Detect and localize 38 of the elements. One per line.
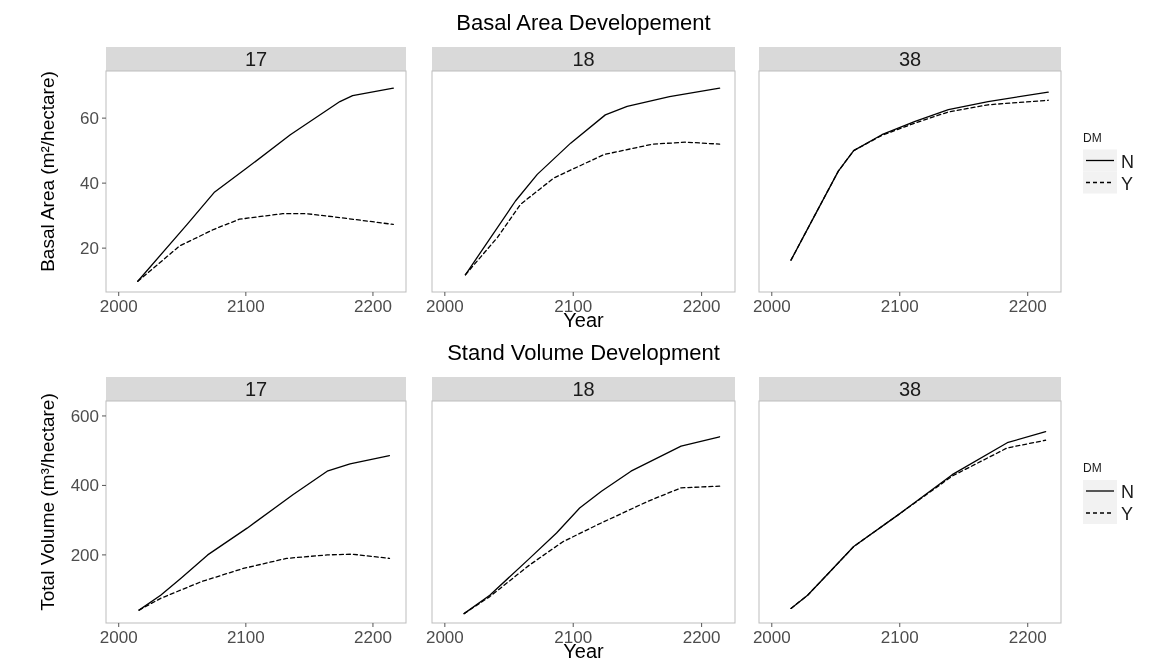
- x-tick-label: 2100: [226, 297, 265, 316]
- y-tick-label: 600: [70, 406, 99, 426]
- chart-subtitle: 38: [898, 378, 922, 400]
- x-tick-label: 2000: [752, 628, 791, 647]
- chart-subtitle: 18: [572, 48, 595, 70]
- x-tick-label: 2100: [226, 628, 265, 647]
- chart-title: Stand Volume Development: [447, 340, 720, 365]
- y-tick-label: 20: [80, 239, 99, 259]
- y-tick-label: 200: [70, 545, 99, 565]
- legend-title: DM: [1083, 130, 1102, 145]
- x-tick-label: 2000: [425, 628, 464, 647]
- x-tick-label: 2200: [1008, 628, 1047, 647]
- chart-subtitle: 38: [898, 48, 922, 70]
- chart-subtitle: 18: [572, 378, 595, 400]
- legend-label: N: [1121, 151, 1134, 172]
- chart-title: Basal Area Developement: [456, 10, 711, 35]
- legend-label: Y: [1121, 504, 1134, 524]
- chart-subtitle: 17: [244, 48, 268, 70]
- y-axis-title: Basal Area (m²/hectare): [37, 71, 58, 272]
- x-tick-label: 2200: [682, 628, 721, 647]
- x-tick-label: 2000: [752, 297, 791, 316]
- x-tick-label: 2000: [425, 297, 464, 316]
- legend-label: N: [1121, 482, 1134, 502]
- y-axis-title: Total Volume (m³/hectare): [37, 393, 58, 611]
- x-tick-label: 2000: [99, 628, 138, 647]
- x-tick-label: 2000: [99, 297, 138, 316]
- x-tick-label: 2200: [1008, 297, 1047, 316]
- legend-title: DM: [1083, 461, 1102, 475]
- legend-label: Y: [1121, 173, 1134, 194]
- x-tick-label: 2200: [354, 297, 392, 316]
- y-tick-label: 400: [70, 476, 99, 496]
- x-tick-label: 2100: [880, 297, 919, 316]
- x-tick-label: 2200: [354, 628, 392, 647]
- y-tick-label: 60: [80, 109, 99, 129]
- y-tick-label: 40: [80, 174, 99, 194]
- chart-subtitle: 17: [244, 378, 268, 400]
- x-tick-label: 2200: [682, 297, 721, 316]
- x-tick-label: 2100: [880, 628, 919, 647]
